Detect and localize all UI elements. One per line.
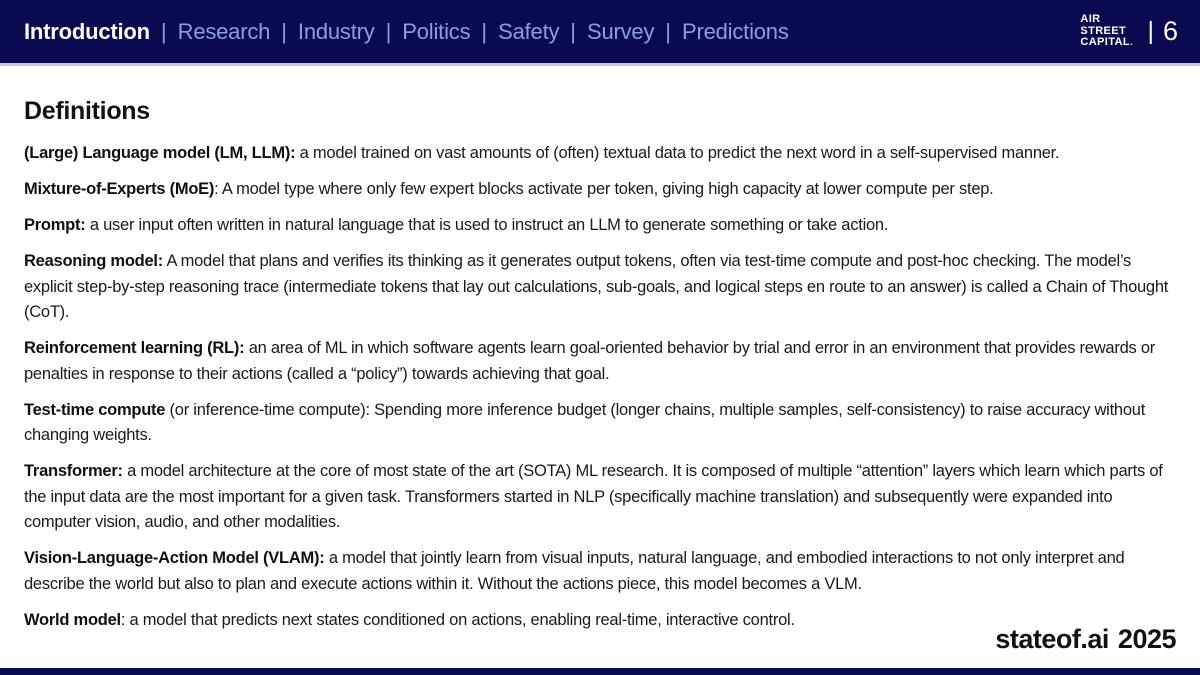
nav-separator: | xyxy=(160,18,167,44)
slide-content: Definitions (Large) Language model (LM, … xyxy=(0,97,1200,633)
main-nav: Introduction | Research | Industry | Pol… xyxy=(24,19,789,45)
definition-term: Vision-Language-Action Model (VLAM): xyxy=(24,549,325,567)
definition-text: (or inference-time compute): Spending mo… xyxy=(24,400,1146,445)
definition-reinforcement-learning: Reinforcement learning (RL): an area of … xyxy=(24,336,1176,387)
definition-world-model: World model: a model that predicts next … xyxy=(24,608,1176,634)
nav-separator: | xyxy=(570,18,576,44)
nav-separator: | xyxy=(385,18,392,44)
nav-item-predictions[interactable]: Predictions xyxy=(682,18,789,44)
definition-term: Mixture-of-Experts (MoE) xyxy=(24,180,215,198)
air-street-capital-logo: AIR STREET CAPITAL. xyxy=(1080,12,1134,50)
page-number-separator: | xyxy=(1147,17,1154,45)
definition-text: A model that plans and verifies its thin… xyxy=(24,252,1169,321)
definition-llm: (Large) Language model (LM, LLM): a mode… xyxy=(24,141,1176,167)
definition-moe: Mixture-of-Experts (MoE): A model type w… xyxy=(24,177,1176,203)
nav-item-research[interactable]: Research xyxy=(177,18,271,44)
nav-item-industry[interactable]: Industry xyxy=(297,18,375,44)
definition-text: a model that jointly learn from visual i… xyxy=(24,549,1125,593)
definition-term: World model xyxy=(24,610,121,629)
header-bar: Introduction | Research | Industry | Pol… xyxy=(0,0,1200,66)
bottom-accent-bar xyxy=(0,668,1200,675)
nav-item-politics[interactable]: Politics xyxy=(402,18,471,44)
definition-term: (Large) Language model (LM, LLM): xyxy=(24,144,296,162)
definition-term: Test-time compute xyxy=(24,400,166,419)
definition-term: Prompt: xyxy=(24,216,86,234)
definition-test-time-compute: Test-time compute (or inference-time com… xyxy=(24,398,1176,449)
logo-line-1: AIR xyxy=(1080,12,1101,25)
nav-item-survey[interactable]: Survey xyxy=(587,18,655,44)
page-number-value: 6 xyxy=(1162,16,1178,46)
nav-separator: | xyxy=(481,18,488,44)
definition-term: Reasoning model: xyxy=(24,252,164,270)
definition-reasoning-model: Reasoning model: A model that plans and … xyxy=(24,249,1176,326)
nav-item-introduction[interactable]: Introduction xyxy=(24,18,150,44)
logo-line-2: STREET xyxy=(1080,24,1127,37)
header-right: AIR STREET CAPITAL. | 6 xyxy=(1080,12,1178,50)
definition-text: a model architecture at the core of most… xyxy=(24,462,1163,531)
definition-text: an area of ML in which software agents l… xyxy=(24,339,1156,383)
logo-dot: . xyxy=(1130,36,1134,49)
definition-text: a model trained on vast amounts of (ofte… xyxy=(295,144,1060,162)
definition-text: : a model that predicts next states cond… xyxy=(120,610,795,629)
definition-transformer: Transformer: a model architecture at the… xyxy=(24,459,1176,536)
definition-text: a user input often written in natural la… xyxy=(85,216,889,234)
definition-term: Reinforcement learning (RL): xyxy=(24,339,245,357)
definition-vlam: Vision-Language-Action Model (VLAM): a m… xyxy=(24,546,1176,597)
nav-item-safety[interactable]: Safety xyxy=(498,18,560,44)
definition-term: Transformer: xyxy=(24,462,123,480)
brand-year: 2025 xyxy=(1117,624,1177,654)
nav-separator: | xyxy=(281,18,287,44)
nav-separator: | xyxy=(665,18,671,44)
page-number: | 6 xyxy=(1147,16,1178,47)
page-title: Definitions xyxy=(24,97,150,125)
definition-prompt: Prompt: a user input often written in na… xyxy=(24,213,1176,239)
brand-text: stateof.ai xyxy=(995,624,1109,654)
definition-text: : A model type where only few expert blo… xyxy=(214,180,994,198)
stateof-ai-wordmark: stateof.ai 2025 xyxy=(995,624,1176,655)
logo-line-3: CAPITAL. xyxy=(1080,36,1134,49)
